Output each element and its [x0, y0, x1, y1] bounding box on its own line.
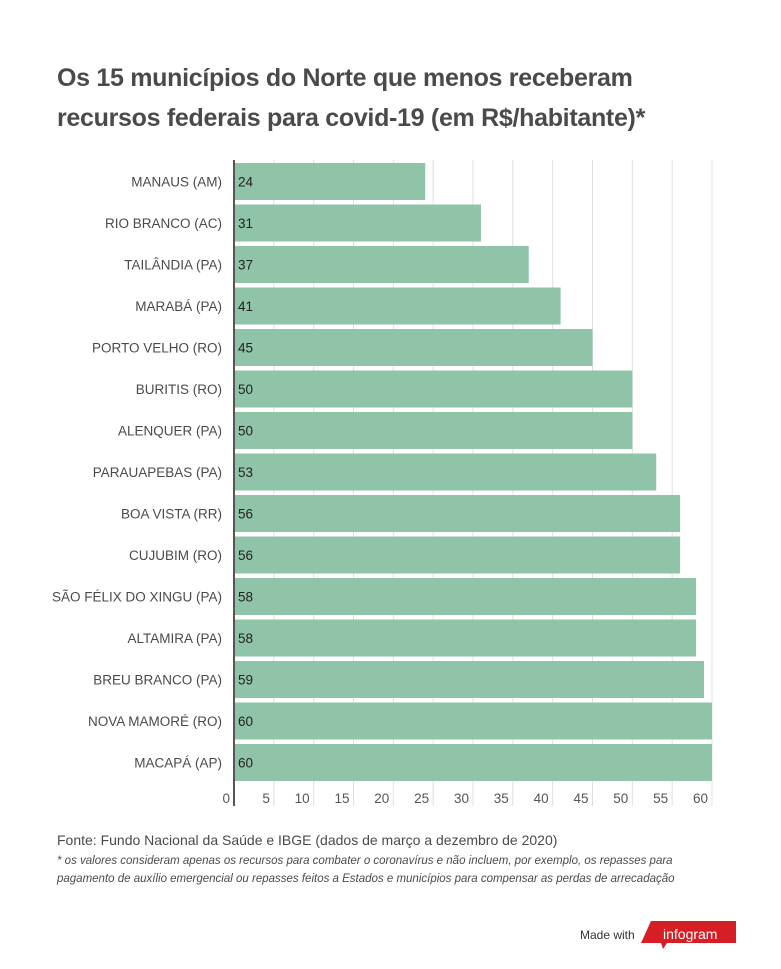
data-label: 59 — [238, 673, 253, 688]
category-label: TAILÂNDIA (PA) — [124, 258, 222, 273]
category-label: SÃO FÉLIX DO XINGU (PA) — [52, 590, 222, 605]
x-tick-label: 35 — [494, 791, 509, 806]
category-label: BOA VISTA (RR) — [121, 507, 222, 522]
data-label: 37 — [238, 258, 253, 273]
data-label: 41 — [238, 299, 253, 314]
data-label: 53 — [238, 465, 253, 480]
data-label: 31 — [238, 216, 253, 231]
bar[interactable] — [234, 204, 481, 242]
category-label: MANAUS (AM) — [131, 175, 222, 190]
category-label: NOVA MAMORÉ (RO) — [88, 714, 222, 729]
category-label: MARABÁ (PA) — [135, 299, 222, 314]
bar[interactable] — [234, 453, 657, 491]
data-label: 56 — [238, 548, 253, 563]
title-line-2: recursos federais para covid-19 (em R$/h… — [57, 104, 646, 132]
infogram-brand[interactable]: infogram — [663, 926, 718, 942]
category-label: PARAUAPEBAS (PA) — [93, 465, 222, 480]
bar[interactable] — [234, 744, 712, 781]
bar[interactable] — [234, 246, 529, 283]
footnote-line-1: * os valores consideram apenas os recurs… — [57, 855, 673, 867]
data-label: 58 — [238, 631, 253, 646]
bar[interactable] — [234, 536, 681, 574]
x-tick-label: 15 — [334, 791, 349, 806]
category-label: MACAPÁ (AP) — [134, 756, 222, 771]
bar[interactable] — [234, 661, 705, 698]
x-tick-label: 50 — [613, 791, 628, 806]
infogram-logo-icon[interactable] — [641, 921, 736, 949]
data-label: 58 — [238, 590, 253, 605]
x-axis-ticks: 0 5 10 15 20 25 30 35 40 45 50 55 60 — [222, 791, 708, 806]
x-tick-label: 0 — [222, 791, 230, 806]
x-tick-label: 25 — [414, 791, 429, 806]
data-label: 60 — [238, 756, 253, 771]
category-labels: MANAUS (AM) RIO BRANCO (AC) TAILÂNDIA (PA)… — [52, 175, 222, 771]
x-tick-label: 10 — [295, 791, 310, 806]
x-tick-label: 30 — [454, 791, 469, 806]
bar[interactable] — [234, 370, 633, 408]
bar[interactable] — [234, 412, 633, 449]
bar[interactable] — [234, 578, 697, 615]
bar[interactable] — [234, 702, 712, 740]
chart-title: Os 15 municípios do Norte que menos rece… — [57, 58, 757, 138]
category-label: ALENQUER (PA) — [118, 424, 222, 439]
made-with-text: Made with — [580, 928, 635, 942]
x-tick-label: 55 — [653, 791, 668, 806]
x-tick-label: 5 — [262, 791, 270, 806]
x-tick-label: 60 — [693, 791, 708, 806]
x-tick-label: 40 — [534, 791, 549, 806]
data-label: 50 — [238, 424, 253, 439]
x-tick-label: 20 — [374, 791, 389, 806]
category-label: PORTO VELHO (RO) — [92, 341, 222, 356]
data-label: 56 — [238, 507, 253, 522]
bar[interactable] — [234, 495, 681, 532]
bars: 24 31 37 41 45 50 50 53 56 56 58 58 59 60 60 — [234, 163, 712, 781]
x-tick-label: 45 — [573, 791, 588, 806]
data-label: 24 — [238, 175, 254, 190]
bar[interactable] — [234, 619, 697, 657]
title-line-1: Os 15 municípios do Norte que menos rece… — [57, 64, 633, 92]
source-text: Fonte: Fundo Nacional da Saúde e IBGE (d… — [57, 832, 558, 848]
category-label: RIO BRANCO (AC) — [105, 216, 222, 231]
category-label: BURITIS (RO) — [136, 382, 222, 397]
data-label: 45 — [238, 341, 253, 356]
footnote-line-2: pagamento de auxílio emergencial ou repa… — [57, 873, 675, 885]
category-label: BREU BRANCO (PA) — [93, 673, 222, 688]
footnote: * os valores consideram apenas os recurs… — [57, 852, 757, 888]
bar[interactable] — [234, 329, 593, 366]
category-label: ALTAMIRA (PA) — [127, 631, 222, 646]
category-label: CUJUBIM (RO) — [129, 548, 222, 563]
data-label: 50 — [238, 382, 253, 397]
bar[interactable] — [234, 287, 561, 325]
bar[interactable] — [234, 163, 426, 200]
data-label: 60 — [238, 714, 253, 729]
